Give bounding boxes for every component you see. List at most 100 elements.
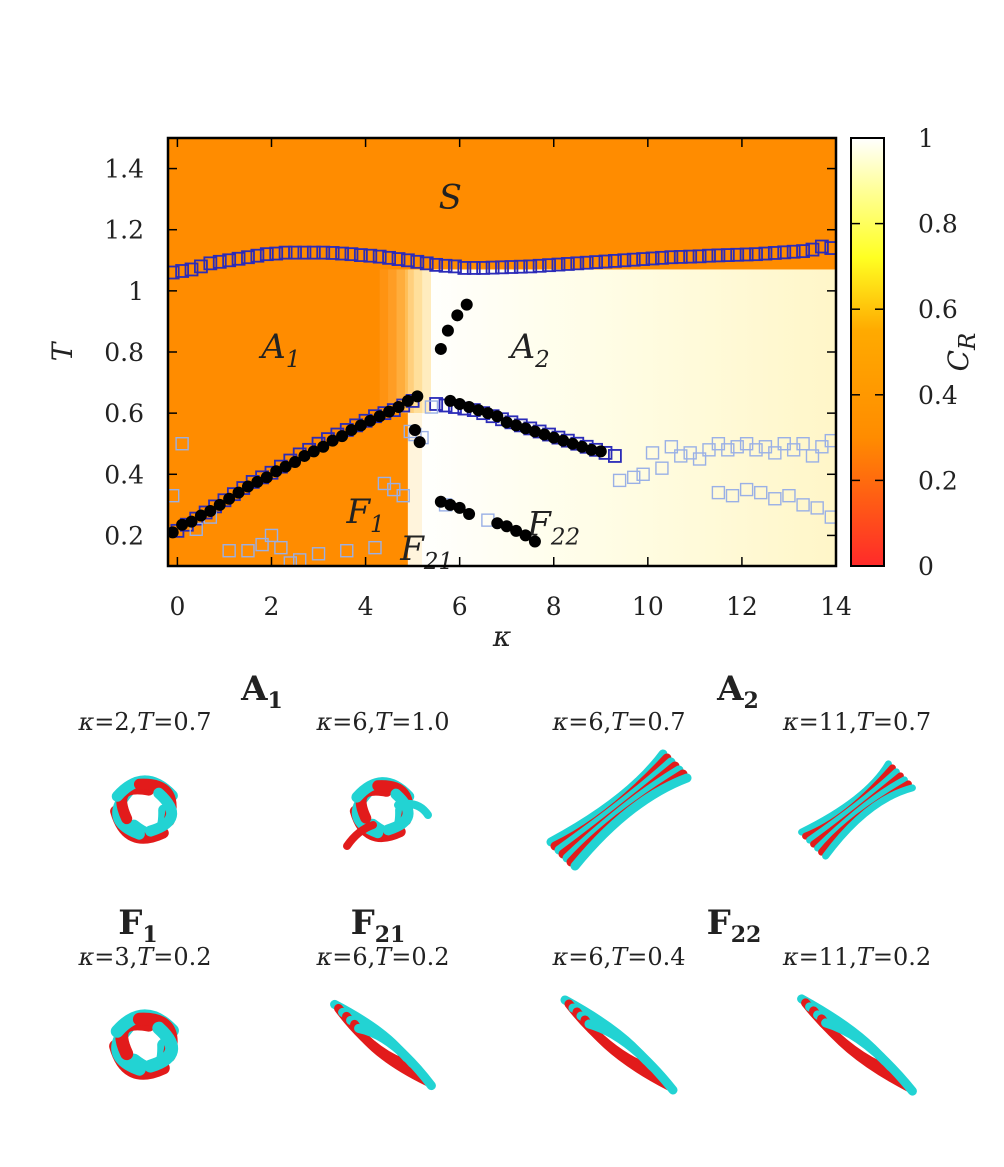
data-point-circle	[500, 520, 513, 533]
structure-params: κ=6,T=0.7	[551, 708, 685, 736]
data-point-square	[344, 247, 359, 262]
x-axis-ticks: 0 2 4 6 8 10 12 14	[169, 138, 852, 621]
y-tick-label: 1.4	[104, 155, 144, 184]
data-point-circle	[354, 419, 367, 432]
data-point-square	[269, 246, 284, 261]
data-point-square-light	[749, 443, 763, 457]
structure-params: κ=11,T=0.2	[782, 943, 931, 971]
heatmap-ordered-region	[407, 269, 836, 566]
panel-title: A2	[716, 669, 759, 714]
y-tick-label: 0.4	[104, 460, 144, 489]
data-point-square-light	[175, 437, 189, 451]
data-point-square-light	[424, 400, 439, 414]
data-point-square	[250, 248, 265, 263]
chain-cyan	[806, 768, 900, 844]
data-point-square	[692, 249, 707, 264]
data-point-square	[222, 253, 237, 268]
data-point-square	[608, 449, 622, 463]
data-point-square-light	[264, 528, 279, 543]
data-point-circle	[519, 529, 532, 542]
data-point-square-light	[768, 492, 782, 506]
data-point-square	[523, 259, 538, 274]
data-point-circle	[463, 508, 476, 521]
data-point-circle	[491, 517, 504, 530]
data-point-circle	[383, 405, 396, 418]
structure-params: κ=6,T=1.0	[315, 708, 449, 736]
y-tick-label: 1.2	[104, 216, 144, 245]
data-point-square-light	[711, 485, 726, 500]
data-point-square	[353, 248, 368, 262]
data-point-square-light	[730, 440, 744, 454]
panel-title: F22	[707, 903, 762, 948]
colorbar: 0 0.2 0.4 0.6 0.8 1 CR	[850, 124, 981, 581]
data-point-circle	[575, 440, 588, 453]
data-point-square-light	[754, 485, 768, 500]
chain-cyan	[584, 1019, 678, 1095]
colorbar-tick-label: 0.2	[918, 466, 958, 495]
chain-red	[343, 821, 377, 850]
data-point-square-light	[664, 440, 679, 454]
y-tick-label: 1	[128, 277, 144, 306]
data-point-square-light	[824, 510, 836, 524]
data-point-square-light	[810, 501, 824, 515]
data-point-square	[448, 259, 462, 274]
y-tick-label: 0.6	[104, 399, 144, 428]
data-point-circle	[585, 443, 598, 456]
y-tick-label: 0.8	[104, 338, 144, 367]
data-point-square-light	[739, 482, 754, 497]
data-point-circle	[491, 410, 504, 423]
data-point-square	[570, 256, 585, 271]
data-point-square	[495, 260, 509, 275]
data-point-square-light	[725, 488, 740, 503]
data-point-circle	[460, 298, 473, 311]
heatmap-stripe	[388, 269, 398, 414]
data-point-circle	[528, 425, 541, 438]
panel-title: F21	[351, 903, 406, 948]
chain-cyan	[814, 776, 908, 852]
data-point-circle	[401, 394, 414, 407]
data-point-circle	[500, 416, 513, 429]
y-tick-label: 0.2	[104, 521, 144, 550]
data-point-square	[457, 261, 472, 275]
polymer-structure	[109, 1009, 179, 1080]
data-point-square	[655, 250, 669, 265]
data-point-circle	[413, 436, 426, 449]
structure-params: κ=2,T=0.7	[77, 708, 211, 736]
data-point-square-light	[721, 443, 735, 457]
data-point-square	[579, 255, 594, 270]
data-point-square	[212, 254, 227, 269]
region-label: F21	[399, 529, 453, 575]
data-point-square	[636, 252, 651, 266]
colorbar-tick-label: 0.8	[918, 210, 958, 239]
data-point-square	[814, 239, 829, 254]
data-point-square	[175, 264, 190, 278]
data-point-circle	[451, 309, 464, 322]
data-point-square	[673, 250, 688, 264]
data-point-circle	[241, 480, 254, 493]
colorbar-tick-label: 0	[918, 552, 934, 581]
data-point-square	[485, 260, 500, 275]
data-point-square-light	[627, 470, 641, 485]
data-point-square	[184, 262, 199, 277]
data-markers	[168, 239, 836, 566]
data-point-circle	[444, 498, 457, 511]
data-point-square	[438, 258, 453, 273]
data-point-square	[194, 259, 208, 274]
data-point-square	[401, 253, 415, 268]
chain-cyan	[821, 1018, 917, 1096]
x-tick-label: 12	[726, 592, 758, 621]
heatmap-stripe	[407, 413, 423, 566]
data-point-square	[259, 247, 274, 262]
data-point-square	[767, 246, 782, 260]
data-point-square	[410, 254, 425, 269]
data-point-circle	[594, 445, 607, 458]
data-point-square	[626, 252, 641, 267]
data-point-square-light	[796, 498, 810, 512]
data-point-square-light	[824, 433, 836, 448]
chain-cyan	[394, 799, 432, 819]
structure-params: κ=11,T=0.7	[782, 708, 931, 736]
chain-cyan	[570, 773, 692, 871]
heatmap-stripe	[405, 269, 415, 414]
data-point-square-light	[274, 540, 288, 555]
region-label: F1	[345, 492, 384, 538]
